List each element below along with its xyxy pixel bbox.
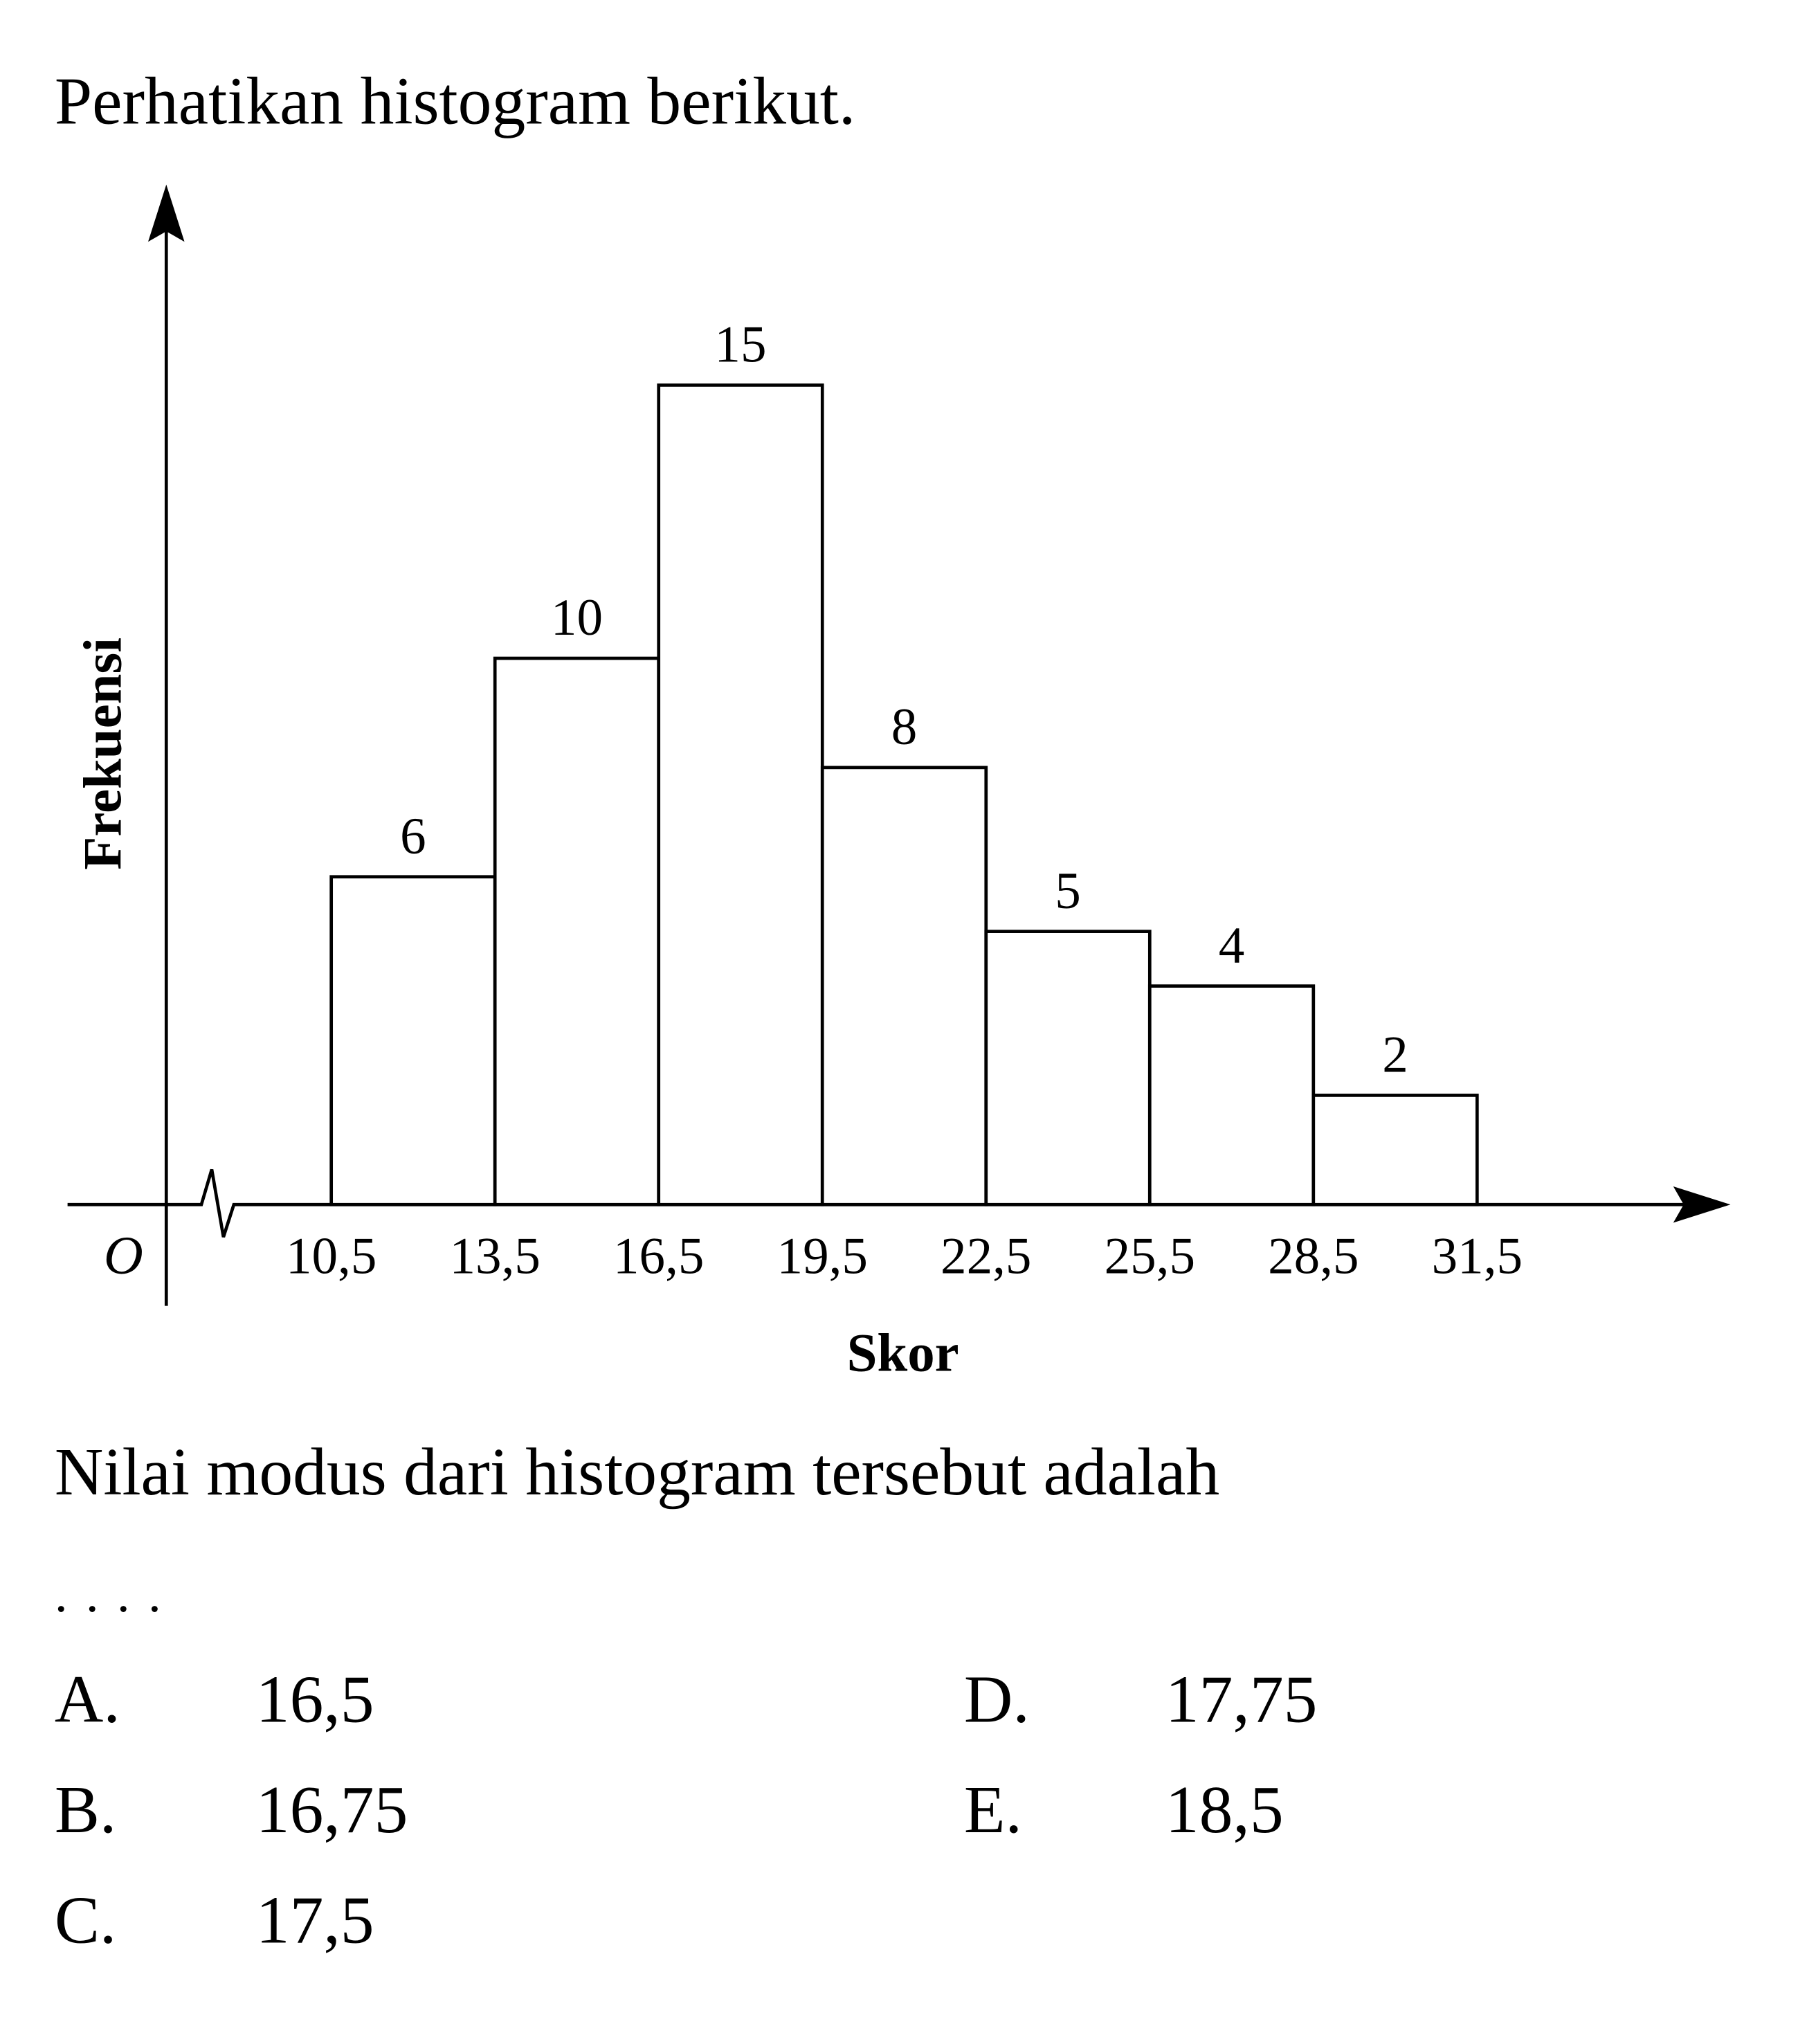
bar bbox=[1311, 1094, 1479, 1206]
y-axis-label: Frekuensi bbox=[73, 637, 134, 870]
value-label: 6 bbox=[400, 808, 426, 865]
bar bbox=[984, 930, 1152, 1206]
x-tick-label: 28,5 bbox=[1268, 1228, 1359, 1285]
value-label: 10 bbox=[551, 589, 603, 646]
prompt: Nilai modus dari histogram tersebut adal… bbox=[55, 1435, 1219, 1510]
option-letter: C. bbox=[55, 1883, 117, 1957]
origin-label: O bbox=[104, 1226, 143, 1286]
value-label: 2 bbox=[1382, 1026, 1408, 1084]
ellipsis: .... bbox=[55, 1566, 179, 1623]
x-tick-label: 22,5 bbox=[941, 1228, 1031, 1285]
value-label: 5 bbox=[1055, 862, 1081, 920]
option-letter: D. bbox=[964, 1662, 1030, 1737]
option-text: 16,75 bbox=[256, 1773, 408, 1847]
options: A. 16,5 B. 16,75 C. 17,5 D. 17,75 E. 18,5 bbox=[55, 1662, 1318, 1957]
value-label: 8 bbox=[891, 698, 918, 756]
intro: Perhatikan histogram berikut. bbox=[55, 64, 856, 138]
option-text: 17,75 bbox=[1165, 1662, 1318, 1737]
bar bbox=[329, 875, 497, 1206]
bar bbox=[657, 383, 824, 1206]
x-tick-label: 19,5 bbox=[777, 1228, 868, 1285]
option-letter: B. bbox=[55, 1773, 117, 1847]
option-letter: A. bbox=[55, 1662, 120, 1737]
x-tick-label: 16,5 bbox=[613, 1228, 704, 1285]
x-tick-label: 31,5 bbox=[1432, 1228, 1523, 1285]
option-text: 17,5 bbox=[256, 1883, 374, 1957]
x-tick-label: 13,5 bbox=[450, 1228, 541, 1285]
x-tick-label: 10,5 bbox=[286, 1228, 376, 1285]
y-arrow bbox=[147, 184, 185, 242]
x-axis-label: Skor bbox=[847, 1323, 959, 1384]
value-label: 4 bbox=[1219, 917, 1245, 975]
x-arrow bbox=[1673, 1186, 1731, 1223]
bar bbox=[1147, 984, 1316, 1206]
option-text: 18,5 bbox=[1165, 1773, 1284, 1847]
bar bbox=[820, 766, 988, 1206]
histogram: 10,5 13,5 16,5 19,5 22,5 25,5 28,5 31,5 6 10 15 8 5 4… bbox=[286, 316, 1523, 1285]
value-label: 15 bbox=[714, 316, 766, 374]
option-letter: E. bbox=[964, 1773, 1022, 1847]
x-tick-label: 25,5 bbox=[1105, 1228, 1195, 1285]
option-text: 16,5 bbox=[256, 1662, 374, 1737]
bar bbox=[493, 656, 661, 1206]
